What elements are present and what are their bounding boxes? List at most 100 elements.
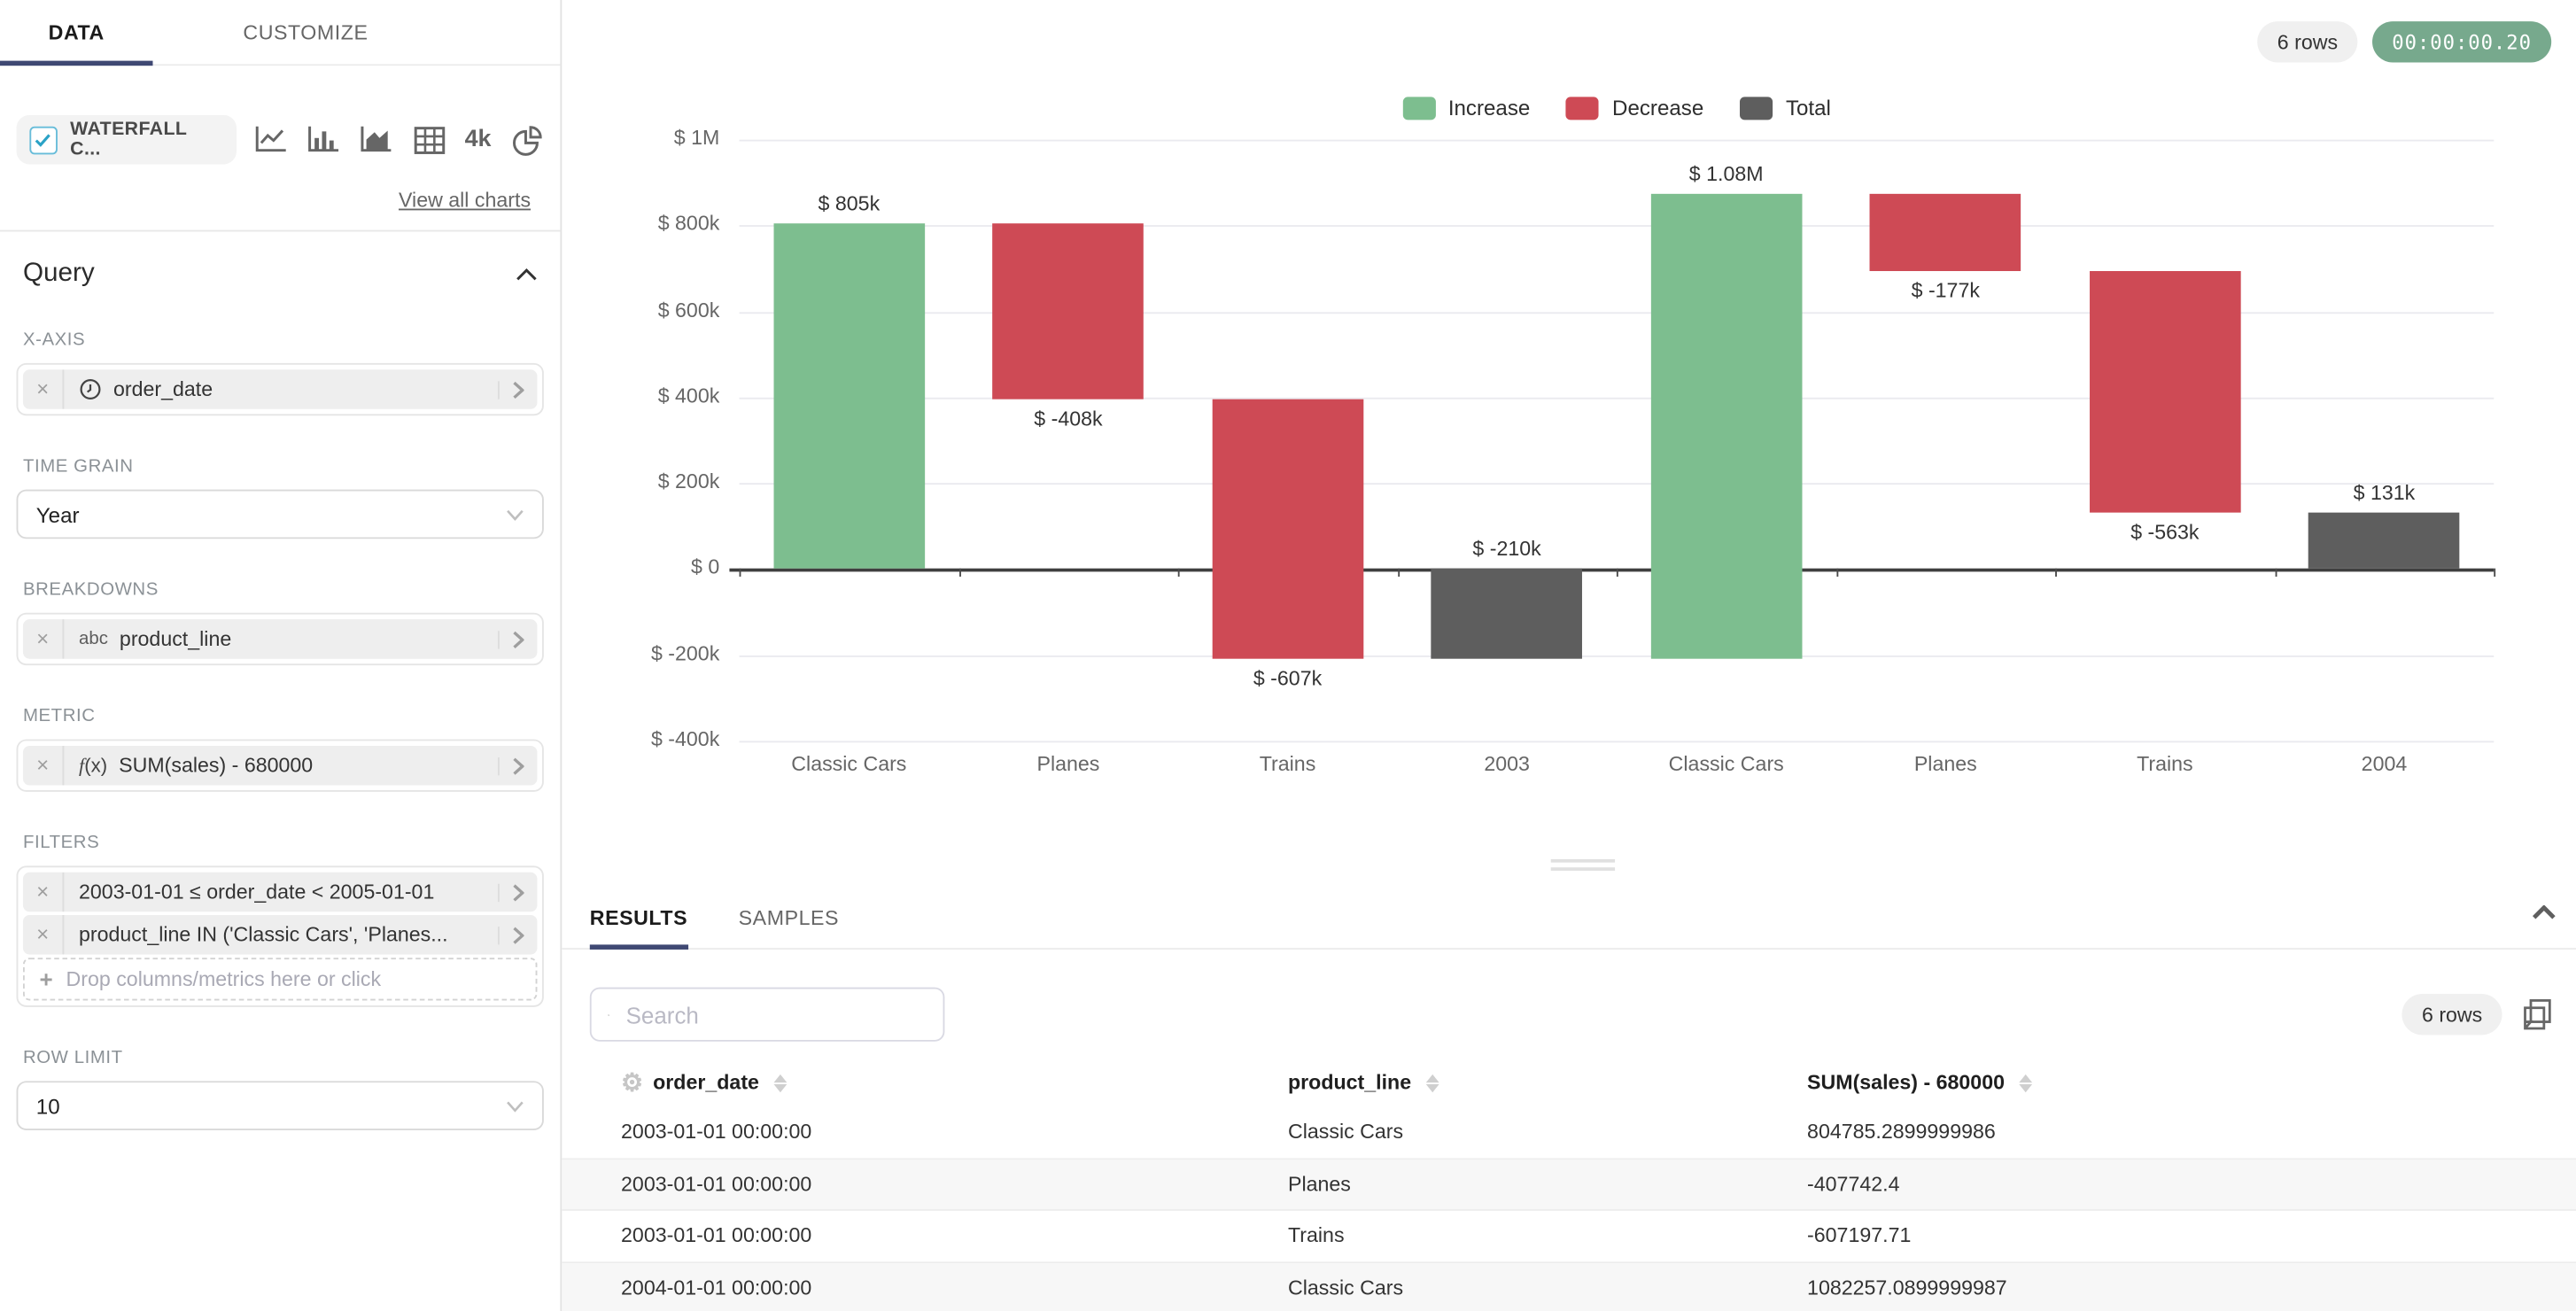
legend-item-total[interactable]: Total <box>1740 96 1831 120</box>
breakdowns-expand-caret-icon[interactable] <box>497 630 538 648</box>
column-header-label: SUM(sales) - 680000 <box>1807 1071 2005 1095</box>
filter-pill-time-range[interactable]: × 2003-01-01 ≤ order_date < 2005-01-01 <box>22 872 538 912</box>
tab-customize[interactable]: CUSTOMIZE <box>243 20 369 44</box>
x-axis-tick-mark <box>958 569 961 578</box>
y-axis-tick-label: $ 800k <box>657 212 720 236</box>
waterfall-bar-total-2004[interactable] <box>2308 512 2460 570</box>
y-axis-tick-label: $ 200k <box>657 469 720 493</box>
table-cell: -607197.71 <box>1807 1224 1912 1248</box>
sort-icon[interactable] <box>1425 1073 1439 1092</box>
table-row[interactable]: 2004-01-01 00:00:00 Classic Cars 1082257.0… <box>562 1262 2576 1311</box>
area-chart-icon[interactable] <box>360 123 394 156</box>
collapse-results-button[interactable] <box>2532 898 2557 927</box>
x-axis-tick-mark <box>1835 569 1838 578</box>
plus-icon: + <box>39 966 53 993</box>
metric-label: METRIC <box>22 706 96 726</box>
waterfall-bar-decrease-planes[interactable] <box>992 223 1144 399</box>
table-cell: 2003-01-01 00:00:00 <box>621 1121 812 1144</box>
legend-item-decrease[interactable]: Decrease <box>1566 96 1703 120</box>
x-axis-expand-caret-icon[interactable] <box>497 380 538 399</box>
waterfall-bar-increase-classic-cars[interactable] <box>1650 194 1803 660</box>
y-axis-tick-label: $ -400k <box>650 727 720 751</box>
waterfall-bar-total-2003[interactable] <box>1431 569 1583 660</box>
x-axis-category-label: Trains <box>2137 752 2193 776</box>
results-search-box[interactable] <box>589 987 945 1042</box>
filter-value-product-line: product_line IN ('Classic Cars', 'Planes… <box>79 923 448 947</box>
table-row[interactable]: 2003-01-01 00:00:00 Classic Cars 804785.28… <box>562 1107 2576 1160</box>
remove-filter-icon[interactable]: × <box>23 915 65 955</box>
view-all-charts-link[interactable]: View all charts <box>398 189 531 213</box>
query-section-header[interactable]: Query <box>17 260 544 289</box>
table-cell: 804785.2899999986 <box>1807 1121 1996 1144</box>
x-axis-pill[interactable]: × order_date <box>22 369 538 409</box>
waterfall-bar-increase-classic-cars[interactable] <box>773 223 925 570</box>
legend-label: Increase <box>1447 95 1531 120</box>
filters-drop-zone[interactable]: + Drop columns/metrics here or click <box>22 958 538 1001</box>
column-header-order-date[interactable]: ⚙ order_date <box>562 1070 1288 1095</box>
tab-samples[interactable]: SAMPLES <box>738 905 840 929</box>
row-limit-select[interactable]: 10 <box>16 1081 544 1130</box>
waterfall-bar-decrease-planes[interactable] <box>1869 194 2021 271</box>
time-grain-select[interactable]: Year <box>16 489 544 539</box>
breakdowns-control: × abc product_line <box>16 612 544 666</box>
bar-value-label: $ 131k <box>2353 481 2416 505</box>
breakdowns-pill[interactable]: × abc product_line <box>22 619 538 659</box>
panel-resize-handle[interactable] <box>1550 858 1616 876</box>
filter-expand-caret-icon[interactable] <box>497 882 538 902</box>
remove-metric-icon[interactable]: × <box>23 745 65 786</box>
gridline <box>739 139 2495 142</box>
gear-icon[interactable]: ⚙ <box>621 1068 643 1097</box>
zero-axis-line <box>729 569 2495 572</box>
column-header-sum-sales-680000[interactable]: SUM(sales) - 680000 <box>1807 1071 2576 1094</box>
legend-item-increase[interactable]: Increase <box>1401 95 1531 120</box>
x-axis-tick-mark <box>2055 569 2057 578</box>
y-axis-tick-label: $ 0 <box>691 555 720 579</box>
y-axis-tick-label: $ -200k <box>650 641 720 665</box>
table-cell: Trains <box>1287 1224 1345 1248</box>
big-number-icon[interactable]: 4k <box>464 126 492 153</box>
current-viz-label: WATERFALL C... <box>70 120 187 159</box>
line-chart-icon[interactable] <box>254 123 289 156</box>
drop-hint-text: Drop columns/metrics here or click <box>66 967 382 991</box>
filter-pill-product-line[interactable]: × product_line IN ('Classic Cars', 'Plan… <box>22 915 538 955</box>
table-cell: -407742.4 <box>1807 1172 1900 1196</box>
sort-icon[interactable] <box>2019 1073 2033 1092</box>
tab-data[interactable]: DATA <box>0 0 153 66</box>
copy-icon[interactable] <box>2524 999 2552 1030</box>
current-viz-tile-waterfall[interactable]: WATERFALL C... <box>16 114 237 165</box>
search-input[interactable] <box>622 999 927 1029</box>
sort-icon[interactable] <box>773 1073 788 1092</box>
tab-results[interactable]: RESULTS <box>589 887 687 950</box>
table-row[interactable]: 2003-01-01 00:00:00 Trains -607197.71 <box>562 1211 2576 1263</box>
results-panel: RESULTS SAMPLES 6 rows ⚙ order_date produc… <box>562 887 2576 1311</box>
remove-filter-icon[interactable]: × <box>23 872 65 912</box>
x-axis-category-label: 2004 <box>2361 752 2408 776</box>
x-axis-category-label: Classic Cars <box>791 752 907 776</box>
pie-chart-icon[interactable] <box>509 123 544 156</box>
metric-expand-caret-icon[interactable] <box>497 756 538 775</box>
sidebar-tabs: DATA CUSTOMIZE <box>0 0 561 66</box>
waterfall-bar-decrease-trains[interactable] <box>1212 398 1363 660</box>
waterfall-bar-decrease-trains[interactable] <box>2089 270 2241 513</box>
table-row[interactable]: 2003-01-01 00:00:00 Planes -407742.4 <box>562 1159 2576 1211</box>
gridline <box>739 655 2495 657</box>
filter-expand-caret-icon[interactable] <box>497 926 538 944</box>
chevron-up-icon[interactable] <box>516 268 537 281</box>
bar-chart-icon[interactable] <box>307 123 342 156</box>
filters-label: FILTERS <box>22 833 100 853</box>
column-header-label: order_date <box>653 1071 759 1095</box>
metric-pill[interactable]: × f(x) SUM(sales) - 680000 <box>22 745 538 786</box>
time-grain-label: TIME GRAIN <box>22 456 134 477</box>
viz-switcher-row: WATERFALL C... 4k <box>16 114 544 165</box>
column-header-product-line[interactable]: product_line <box>1288 1071 1807 1094</box>
x-axis-tick-mark <box>2274 569 2277 578</box>
chevron-down-icon <box>507 508 524 520</box>
gridline <box>739 225 2495 228</box>
table-cell: 2004-01-01 00:00:00 <box>621 1276 812 1299</box>
legend-swatch-decrease <box>1566 96 1600 120</box>
results-table: ⚙ order_date product_line SUM(sales) - 6800… <box>562 1058 2576 1311</box>
table-icon[interactable] <box>412 123 446 156</box>
chevron-down-icon <box>507 1100 524 1112</box>
remove-breakdown-icon[interactable]: × <box>23 619 65 659</box>
remove-x-axis-icon[interactable]: × <box>23 369 65 409</box>
